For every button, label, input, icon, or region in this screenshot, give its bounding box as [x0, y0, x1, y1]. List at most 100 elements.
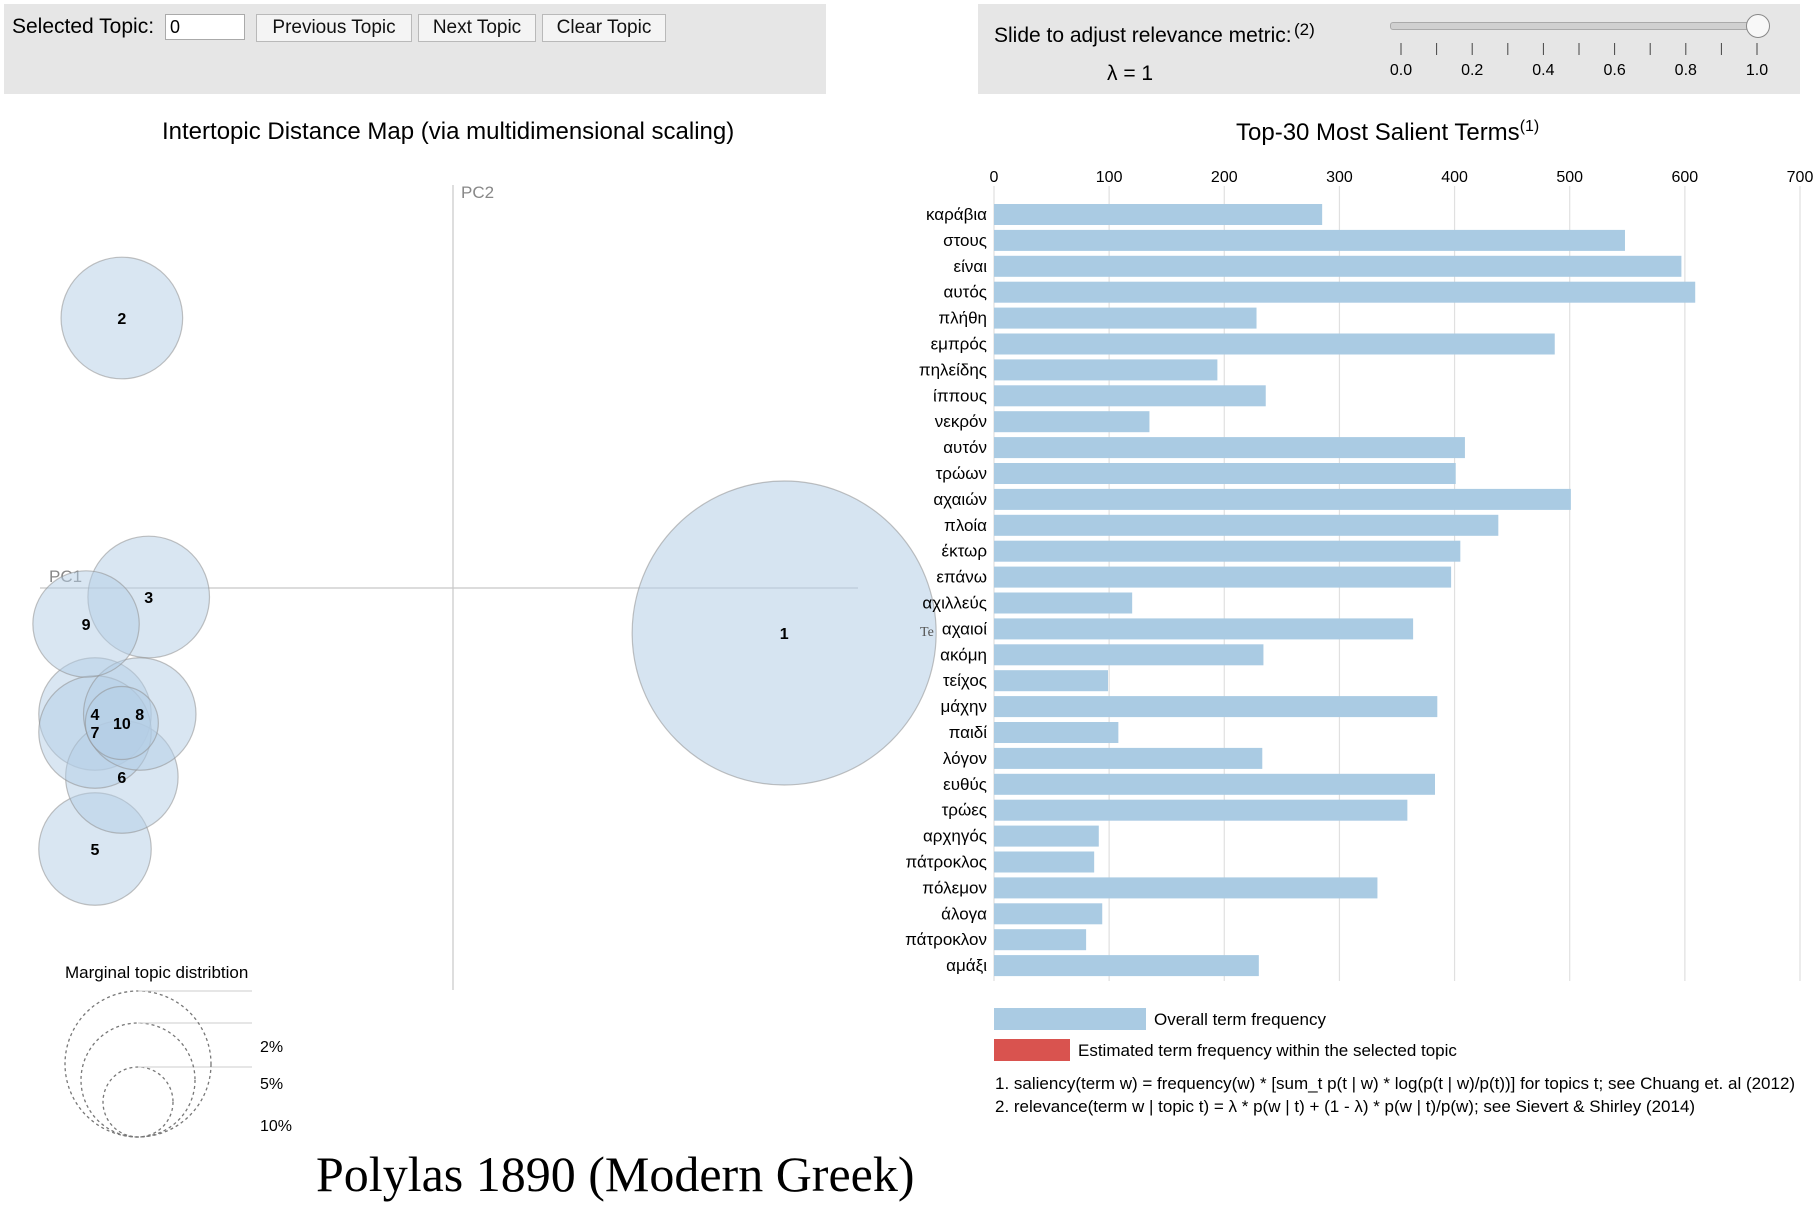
- term-bar[interactable]: [994, 307, 1257, 329]
- term-bar[interactable]: [994, 333, 1555, 355]
- legend-size-circle: [64, 990, 212, 1138]
- term-label[interactable]: αρχηγός: [923, 827, 987, 846]
- slider-label: Slide to adjust relevance metric:: [994, 24, 1292, 47]
- term-bar[interactable]: [994, 385, 1266, 407]
- term-bar[interactable]: [994, 540, 1461, 562]
- slider-footnote: (2): [1294, 20, 1315, 39]
- legend-estimated-label: Estimated term frequency within the sele…: [1078, 1041, 1457, 1060]
- term-bar[interactable]: [994, 204, 1323, 225]
- legend-overall-swatch: [994, 1008, 1146, 1030]
- slider-tick-label: 0.2: [1461, 62, 1483, 79]
- term-label[interactable]: καράβια: [926, 205, 987, 224]
- clear-topic-button[interactable]: Clear Topic: [542, 14, 666, 42]
- relevance-slider-thumb[interactable]: [1746, 14, 1770, 38]
- term-bar[interactable]: [994, 463, 1456, 484]
- topic-bubble-label-5: 5: [91, 842, 100, 859]
- relevance-footnote: 2. relevance(term w | topic t) = λ * p(w…: [995, 1097, 1696, 1116]
- term-bar[interactable]: [994, 722, 1119, 743]
- x-tick-label: 0: [990, 169, 999, 186]
- term-bar[interactable]: [994, 488, 1571, 510]
- bar-legend: Overall term frequency Estimated term fr…: [994, 1008, 1457, 1061]
- term-label[interactable]: αχαιών: [933, 490, 987, 509]
- term-label[interactable]: παιδί: [949, 723, 988, 742]
- topic-bubble-label-6: 6: [117, 770, 126, 787]
- topic-bubble-label-3: 3: [144, 590, 153, 607]
- term-bar[interactable]: [994, 255, 1682, 277]
- term-label[interactable]: αμάξι: [946, 956, 987, 975]
- term-label[interactable]: νεκρόν: [935, 412, 987, 431]
- term-bar[interactable]: [994, 411, 1150, 433]
- term-bar[interactable]: [994, 903, 1103, 925]
- term-bar[interactable]: [994, 696, 1438, 718]
- legend-overall-label: Overall term frequency: [1154, 1010, 1326, 1029]
- x-tick-label: 700: [1787, 169, 1814, 186]
- caption: Polylas 1890 (Modern Greek): [316, 1146, 915, 1202]
- term-label[interactable]: μάχην: [940, 697, 987, 716]
- topic-bubble-10[interactable]: [84, 685, 159, 761]
- x-tick-label: 600: [1672, 169, 1699, 186]
- legend-estimated-swatch: [994, 1039, 1070, 1061]
- term-label[interactable]: τρώες: [942, 801, 987, 820]
- topic-bubble-2[interactable]: [60, 256, 184, 380]
- topic-bubbles: 1 2 3 4 5 6 7 8 9 10: [32, 256, 937, 906]
- term-bar[interactable]: [994, 644, 1264, 666]
- term-bar[interactable]: [994, 618, 1414, 640]
- topic-control-panel: Selected Topic: Previous Topic Next Topi…: [4, 4, 826, 94]
- x-tick-label: 400: [1441, 169, 1468, 186]
- term-label[interactable]: είναι: [954, 257, 988, 276]
- term-label[interactable]: αυτός: [944, 283, 988, 302]
- term-label[interactable]: λόγον: [943, 749, 987, 768]
- term-label[interactable]: αυτόν: [943, 438, 987, 457]
- term-label[interactable]: πάτροκλον: [905, 930, 987, 949]
- term-bar[interactable]: [994, 566, 1452, 588]
- slider-ticks: 0.0 0.2 0.4 0.6 0.8 1.0: [1390, 43, 1768, 79]
- term-label[interactable]: εμπρός: [931, 335, 987, 354]
- topic-bubble-label-10: 10: [113, 716, 131, 733]
- topic-bubble-label-2: 2: [117, 311, 126, 328]
- term-bar[interactable]: [994, 359, 1218, 381]
- bar-chart-title: Top-30 Most Salient Terms(1): [1236, 118, 1539, 147]
- term-label[interactable]: ακόμη: [940, 645, 987, 664]
- term-label[interactable]: αχιλλεύς: [922, 594, 987, 613]
- term-bar[interactable]: [994, 955, 1259, 977]
- previous-topic-button[interactable]: Previous Topic: [256, 14, 412, 42]
- next-topic-button[interactable]: Next Topic: [418, 14, 536, 42]
- term-bar[interactable]: [994, 592, 1133, 614]
- term-label[interactable]: πλοία: [944, 516, 987, 535]
- term-label[interactable]: τρώων: [936, 464, 987, 483]
- term-label[interactable]: ίππους: [933, 386, 987, 405]
- term-label[interactable]: πηλείδης: [919, 360, 987, 379]
- legend-size-circle: [80, 1022, 196, 1138]
- bar-chart-title-footnote: (1): [1519, 118, 1540, 135]
- term-bar[interactable]: [994, 281, 1696, 303]
- term-bar[interactable]: [994, 825, 1099, 847]
- term-bar[interactable]: [994, 514, 1499, 536]
- term-bar[interactable]: [994, 929, 1087, 951]
- term-label[interactable]: στους: [943, 231, 987, 250]
- term-label[interactable]: αχαιοί: [942, 619, 987, 638]
- selected-topic-input[interactable]: [165, 14, 245, 40]
- term-bar[interactable]: [994, 851, 1095, 873]
- topic-bubble-label-1: 1: [780, 626, 789, 643]
- term-label[interactable]: ευθύς: [943, 775, 987, 794]
- slider-tick-label: 0.0: [1390, 62, 1412, 79]
- term-bar[interactable]: [994, 670, 1108, 692]
- term-label[interactable]: πάτροκλος: [905, 853, 987, 872]
- term-bar[interactable]: [994, 773, 1435, 795]
- term-label[interactable]: επάνω: [936, 568, 987, 587]
- topic-bubble-9[interactable]: [32, 570, 140, 678]
- term-label[interactable]: πλήθη: [938, 309, 987, 328]
- term-label[interactable]: έκτωρ: [942, 542, 988, 561]
- term-bar[interactable]: [994, 437, 1465, 459]
- term-label[interactable]: άλογα: [941, 904, 987, 923]
- term-label[interactable]: τείχος: [943, 671, 987, 690]
- term-bar[interactable]: [994, 747, 1263, 769]
- term-bar[interactable]: [994, 877, 1378, 899]
- term-bar[interactable]: [994, 799, 1408, 821]
- x-tick-label: 100: [1096, 169, 1123, 186]
- topic-bubble-1[interactable]: [631, 480, 937, 786]
- term-bar[interactable]: [994, 229, 1625, 251]
- slider-tick-label: 1.0: [1746, 62, 1768, 79]
- term-label[interactable]: πόλεμον: [922, 878, 987, 897]
